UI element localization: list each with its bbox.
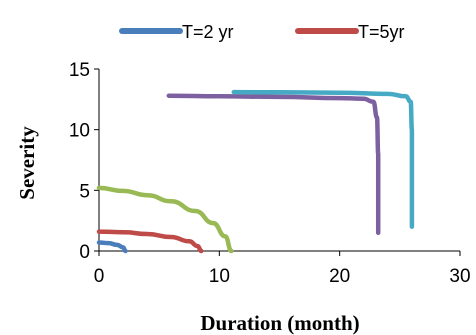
legend: T=2 yr T=5yr xyxy=(119,22,405,42)
x-tick-label: 30 xyxy=(449,266,470,287)
y-tick-label: 0 xyxy=(79,242,90,263)
series-line-3 xyxy=(166,93,381,236)
y-tick-label: 10 xyxy=(69,121,90,142)
y-axis-title: Severity xyxy=(15,126,39,200)
y-tick-label: 5 xyxy=(79,181,90,202)
x-axis-title: Duration (month) xyxy=(200,311,359,335)
series-line-1 xyxy=(96,229,204,254)
legend-label-t2: T=2 yr xyxy=(182,22,234,42)
legend-label-t5: T=5yr xyxy=(358,22,405,42)
axes xyxy=(94,68,461,256)
series-line-2 xyxy=(96,185,234,254)
series-line-0 xyxy=(96,240,128,254)
tick-labels: 0 5 10 15 0 10 20 30 xyxy=(69,60,471,287)
series-line-4 xyxy=(231,89,415,229)
x-tick-label: 20 xyxy=(329,266,350,287)
x-tick-label: 0 xyxy=(94,266,105,287)
y-tick-label: 15 xyxy=(69,60,90,81)
series-lines xyxy=(96,89,415,254)
x-tick-label: 10 xyxy=(209,266,230,287)
